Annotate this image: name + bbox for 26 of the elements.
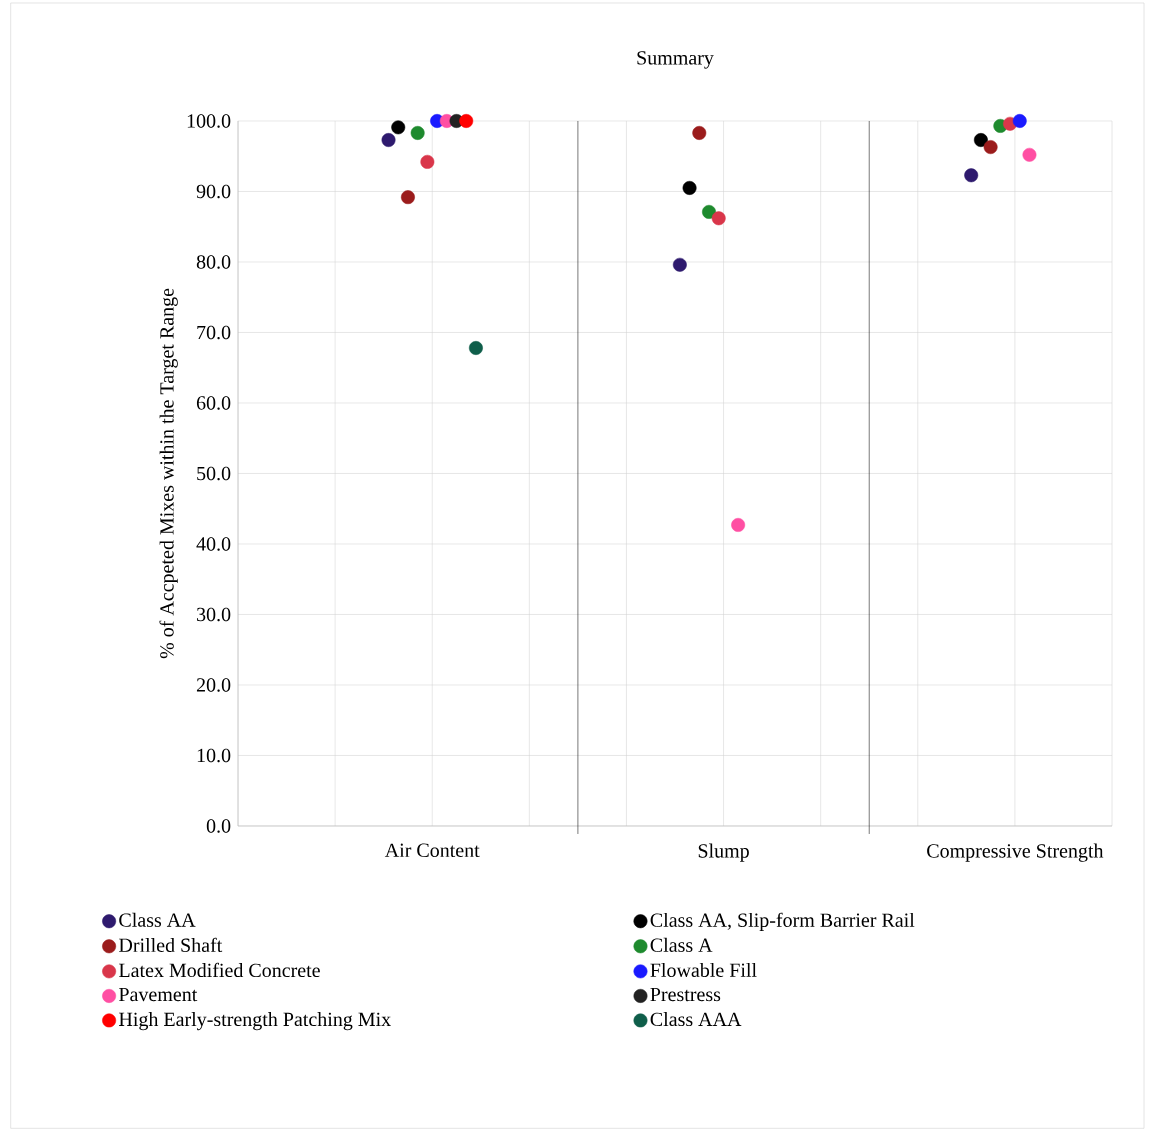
y-tick-label: 80.0: [196, 255, 231, 269]
x-tick-label: Air Content: [384, 843, 480, 858]
y-tick-label: 40.0: [196, 537, 231, 551]
legend-label: Class A: [650, 937, 713, 952]
y-tick-label: 100.0: [187, 114, 231, 128]
y-tick-label: 90.0: [196, 184, 231, 199]
y-tick-label: 70.0: [197, 325, 231, 340]
legend-label: Class AAA: [650, 1012, 742, 1027]
y-tick-label: 30.0: [197, 607, 231, 622]
x-tick-label: Compressive Strength: [927, 843, 1104, 862]
legend-label: Class AA: [119, 912, 196, 927]
x-tick-label: Slump: [698, 843, 749, 862]
y-tick-label: 50.0: [197, 466, 231, 481]
legend-label: Pavement: [119, 987, 198, 1002]
y-tick-label: 10.0: [197, 748, 231, 763]
legend-label: High Early-strength Patching Mix: [119, 1012, 391, 1031]
legend-label: Flowable Fill: [650, 962, 757, 977]
legend-label: Prestress: [650, 987, 721, 1002]
y-tick-label: 60.0: [196, 396, 231, 410]
y-axis-title: % of Accpeted Mixes within the Target Range: [159, 288, 178, 659]
legend-label: Class AA, Slip-form Barrier Rail: [650, 912, 915, 932]
chart-title: Summary: [637, 51, 714, 69]
y-tick-label: 0.0: [206, 819, 231, 833]
legend-label: Drilled Shaft: [119, 937, 223, 953]
legend-label: Latex Modified Concrete: [119, 962, 320, 978]
y-tick-label: 20.0: [196, 678, 231, 692]
